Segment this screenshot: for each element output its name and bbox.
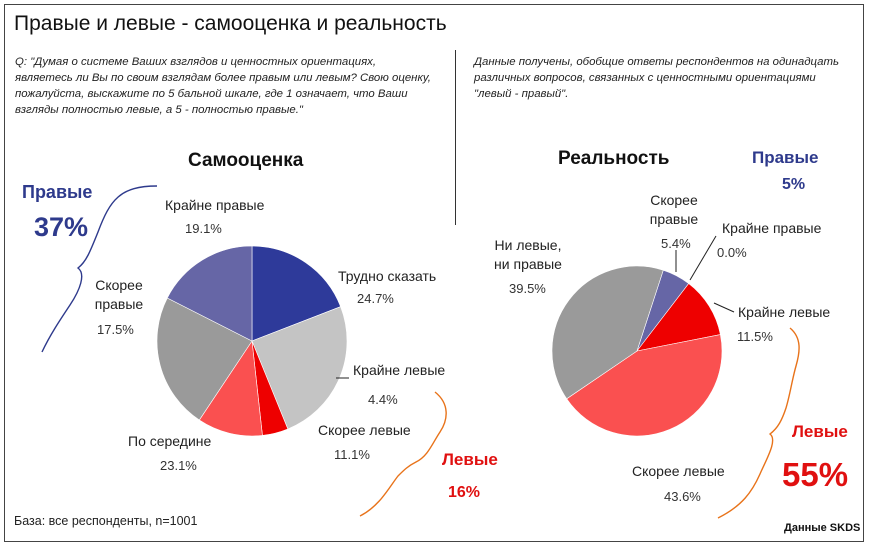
note-text: Данные получены, обобщие ответы респонде…: [474, 56, 840, 100]
group-label-left-real: Левые: [792, 422, 848, 441]
source-note: Данные SKDS: [784, 522, 861, 534]
pie-reality: [551, 265, 723, 437]
brace-left-real: [717, 327, 800, 519]
label-rather-left-real: Скорее левые: [632, 463, 725, 479]
group-value-left-real: 55%: [782, 456, 849, 493]
group-label-right-self: Правые: [22, 182, 93, 202]
group-label-right-real: Правые: [752, 148, 819, 167]
heading-self: Самооценка: [188, 150, 304, 171]
group-value-right-self: 37%: [34, 212, 89, 242]
pct-extreme-right-self: 19.1%: [185, 221, 222, 236]
pie-slice: [198, 340, 263, 437]
label-neither-real-line2: ни правые: [494, 256, 562, 272]
divider: [455, 50, 456, 225]
label-extreme-right-real: Крайне правые: [722, 220, 822, 236]
label-rather-right-real-line2: правые: [649, 211, 699, 227]
group-value-right-real: 5%: [782, 176, 806, 193]
pct-rather-right-real: 5.4%: [661, 236, 691, 251]
pie-slice: [166, 245, 253, 342]
pie-slice: [156, 297, 253, 421]
pct-extreme-left-real: 11.5%: [737, 329, 773, 344]
group-value-left-self: 16%: [448, 484, 481, 501]
label-extreme-left-real: Крайне левые: [738, 304, 831, 320]
pie-self-assessment: [156, 245, 348, 437]
pct-rather-left-real: 43.6%: [664, 489, 701, 504]
group-label-left-self: Левые: [442, 450, 498, 469]
label-middle-self: По середине: [128, 433, 212, 449]
chart-frame: [4, 4, 864, 542]
pct-middle-self: 23.1%: [160, 458, 197, 473]
pie-slice: [566, 334, 723, 437]
base-note: База: все респонденты, n=1001: [14, 514, 198, 528]
pie-slice: [251, 245, 341, 342]
pct-hard-to-say-self: 24.7%: [357, 291, 394, 306]
page-title: Правые и левые - самооценка и реальность: [14, 12, 447, 35]
question-text: Q: "Думая о системе Ваших взглядов и цен…: [15, 56, 431, 116]
label-rather-left-self: Скорее левые: [318, 422, 411, 438]
label-neither-real-line1: Ни левые,: [494, 237, 562, 253]
pie-slice: [251, 306, 348, 430]
pie-slice: [551, 265, 664, 400]
pct-extreme-right-real: 0.0%: [717, 245, 747, 260]
pct-extreme-left-self: 4.4%: [368, 392, 398, 407]
label-extreme-left-self: Крайне левые: [353, 362, 446, 378]
label-rather-right-self: Скорее правые: [89, 276, 149, 314]
label-extreme-right-self: Крайне правые: [165, 197, 265, 213]
leader-extreme-right: [689, 235, 717, 281]
pct-rather-right-self: 17.5%: [97, 322, 134, 337]
label-rather-right-self-line2: правые: [94, 296, 144, 312]
label-rather-right-real-line1: Скорее: [650, 192, 698, 208]
heading-reality: Реальность: [558, 148, 670, 169]
leader-extreme-left: [713, 302, 735, 313]
label-rather-right-real: Скорее правые: [644, 191, 704, 229]
brace-left-self: [359, 391, 447, 517]
label-rather-right-self-line1: Скорее: [95, 277, 143, 293]
label-neither-real: Ни левые, ни правые: [486, 236, 570, 274]
brace-right-self: [41, 185, 158, 353]
pct-rather-left-self: 11.1%: [334, 447, 370, 462]
label-hard-to-say-self: Трудно сказать: [338, 268, 437, 284]
pct-neither-real: 39.5%: [509, 281, 546, 296]
